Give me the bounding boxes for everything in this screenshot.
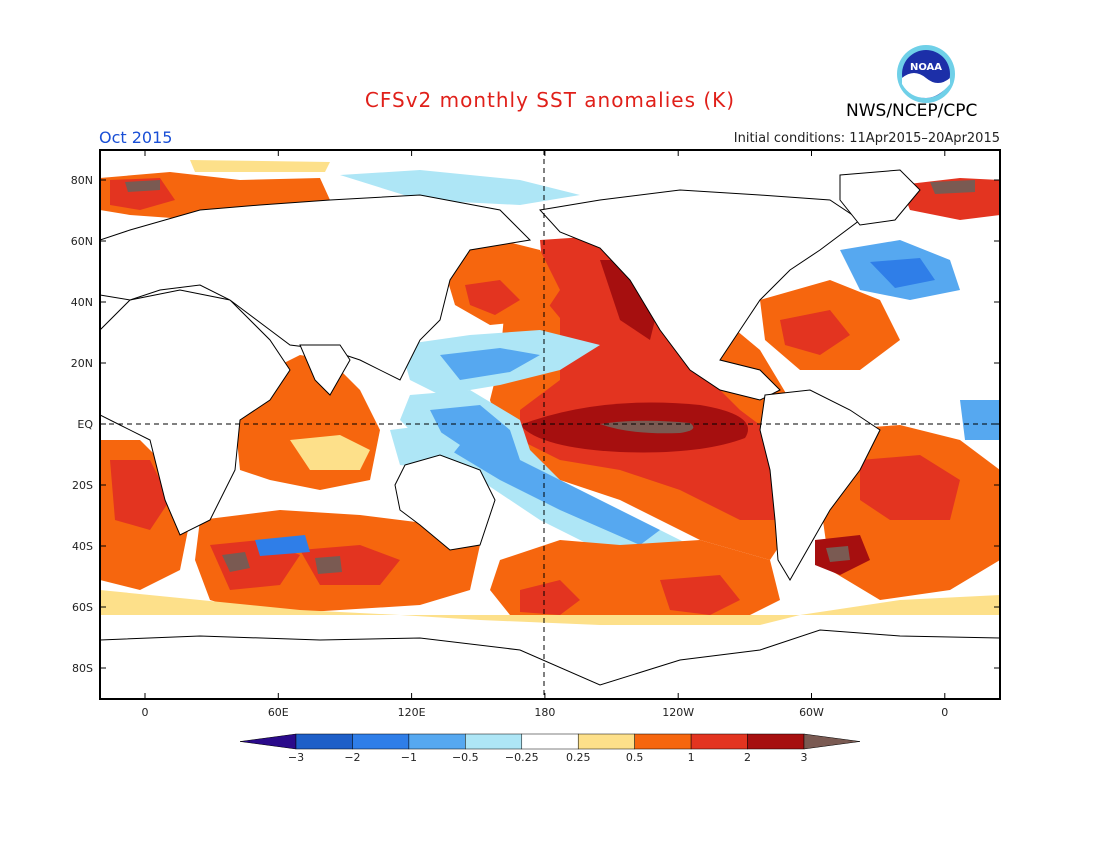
se-atlantic-core	[110, 460, 170, 530]
south-indian-core-2	[300, 545, 400, 585]
colorbar-box	[408, 733, 466, 750]
colorbar-arrow-high	[803, 733, 861, 750]
lat-label: 20N	[71, 357, 93, 370]
africa	[100, 289, 291, 536]
lon-label: 60W	[799, 706, 824, 719]
lon-label: 60E	[268, 706, 289, 719]
colorbar-box	[521, 733, 579, 750]
south-america	[759, 389, 881, 581]
sw-atlantic-core	[860, 455, 960, 520]
colorbar: −3 −2 −1 −0.5 −0.25 0.25 0.5 1 2 3	[239, 733, 861, 764]
north-atlantic-cold	[870, 258, 935, 288]
forecast-period: Oct 2015	[99, 128, 173, 147]
lat-label: 20S	[72, 479, 93, 492]
colorbar-box	[465, 733, 523, 750]
colorbar-box	[352, 733, 410, 750]
south-indian-cool	[255, 535, 310, 556]
south-indian-peak-2	[315, 556, 342, 574]
lon-label: 0	[142, 706, 149, 719]
lat-label: 40N	[71, 296, 93, 309]
colorbar-tick-label: −0.5	[452, 751, 479, 764]
agency-label: NWS/NCEP/CPC	[846, 101, 978, 121]
colorbar-box	[295, 733, 353, 750]
colorbar-arrow-low	[239, 733, 297, 750]
falklands-peak	[826, 546, 850, 562]
lon-label: 120E	[398, 706, 426, 719]
colorbar-box	[747, 733, 805, 750]
gulf-guinea-cool	[960, 400, 1000, 440]
indian-ocean-mild	[290, 435, 370, 470]
siberian-cool	[340, 170, 580, 205]
colorbar-tick-label: 3	[801, 751, 808, 764]
east-pacific-warm-2	[520, 270, 780, 520]
greenland	[839, 169, 921, 226]
lon-label: 180	[534, 706, 555, 719]
lat-label: EQ	[77, 418, 93, 431]
eurasia	[100, 194, 532, 381]
continents	[100, 169, 1000, 699]
lat-label: 40S	[72, 540, 93, 553]
australia	[394, 454, 496, 551]
lon-label: 0	[941, 706, 948, 719]
nw-pacific-core	[465, 280, 520, 315]
south-pacific-core-1	[520, 580, 580, 615]
barents-peak	[125, 180, 160, 192]
colorbar-tick-label: −3	[288, 751, 304, 764]
lat-label: 80N	[71, 174, 93, 187]
colorbar-tick-label: −2	[344, 751, 360, 764]
colorbar-tick-label: 2	[744, 751, 751, 764]
nw-atlantic-core	[780, 310, 850, 355]
axis-labels: 80N 60N 40N 20N EQ 20S 40S 60S 80S 0 60E 120E 180 120…	[71, 150, 1000, 719]
colorbar-tick-label: −1	[401, 751, 417, 764]
north-america	[539, 189, 861, 401]
north-pacific-cool-2	[440, 348, 540, 380]
south-indian-peak-1	[222, 552, 250, 572]
colorbar-tick-label: −0.25	[505, 751, 539, 764]
colorbar-box	[577, 733, 635, 750]
lat-label: 60S	[72, 601, 93, 614]
noaa-logo: NOAA	[897, 45, 955, 103]
antarctica	[100, 629, 1000, 699]
colorbar-tick-label: 0.25	[566, 751, 591, 764]
initial-conditions-label: Initial conditions: 11Apr2015–20Apr2015	[733, 131, 1000, 146]
logo-text: NOAA	[910, 62, 942, 73]
colorbar-box	[690, 733, 748, 750]
india	[299, 344, 351, 396]
map-title: CFSv2 monthly SST anomalies (K)	[364, 88, 736, 112]
colorbar-tick-label: 0.5	[626, 751, 644, 764]
southern-ocean-mild	[100, 590, 1000, 625]
colorbar-box	[634, 733, 692, 750]
arctic-mild	[190, 160, 330, 172]
greenland-sea-peak	[930, 180, 975, 194]
west-pacific-cool-2	[430, 405, 660, 545]
lon-label: 120W	[662, 706, 694, 719]
lat-label: 60N	[71, 235, 93, 248]
lat-label: 80S	[72, 662, 93, 675]
colorbar-tick-label: 1	[688, 751, 695, 764]
south-pacific-core-2	[660, 575, 740, 615]
